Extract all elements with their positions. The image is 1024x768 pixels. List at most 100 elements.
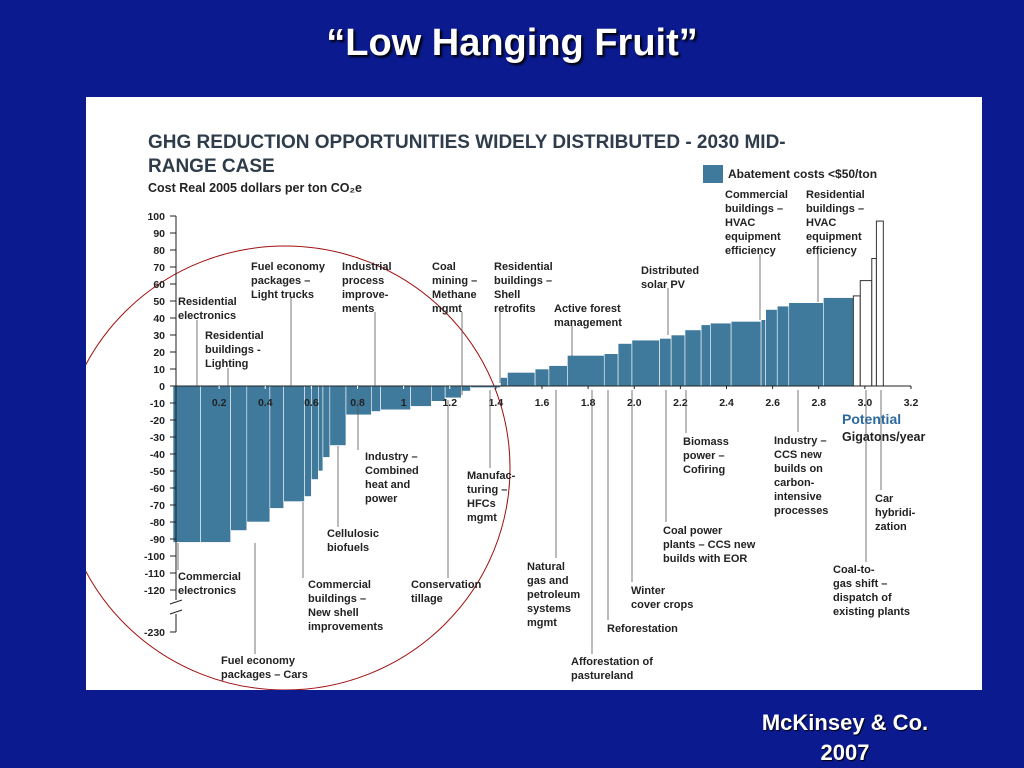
bar — [534, 368, 550, 387]
annotation: pastureland — [571, 670, 633, 682]
annotation: Shell — [494, 289, 520, 301]
annotation: equipment — [806, 231, 862, 243]
x-axis-label: Potential — [842, 411, 901, 427]
annotation: intensive — [774, 491, 822, 503]
bar — [875, 220, 884, 387]
annotation: mgmt — [432, 303, 462, 315]
x-axis-label: Gigatons/year — [842, 430, 925, 444]
bar — [852, 295, 861, 387]
bar — [760, 319, 767, 387]
annotation: Car — [875, 493, 894, 505]
annotation: zation — [875, 521, 907, 533]
annotation: HVAC — [725, 217, 755, 229]
bar — [859, 280, 873, 387]
annotation: Coal — [432, 261, 456, 273]
y-tick-label: 40 — [153, 313, 165, 325]
annotation: buildings – — [806, 203, 864, 215]
annotation: power — [365, 493, 398, 505]
bar — [670, 334, 686, 387]
annotation: builds on — [774, 463, 823, 475]
axis-break — [169, 609, 183, 615]
annotation: builds with EOR — [663, 553, 747, 565]
axis-break — [169, 599, 183, 605]
y-tick-label: 50 — [153, 296, 165, 308]
annotation: Residential — [494, 261, 553, 273]
bar — [730, 321, 762, 387]
annotation: HVAC — [806, 217, 836, 229]
annotation: Residential — [806, 189, 865, 201]
bar — [567, 355, 605, 387]
annotation: Fuel economy — [221, 655, 296, 667]
annotation: carbon- — [774, 477, 815, 489]
bar — [710, 322, 732, 387]
annotation: electronics — [178, 310, 236, 322]
annotation: Conservation — [411, 579, 482, 591]
annotation: cover crops — [631, 599, 693, 611]
annotation: packages – — [251, 275, 310, 287]
y-tick-label: -10 — [150, 398, 165, 410]
y-tick-label: -70 — [150, 500, 165, 512]
annotation: efficiency — [806, 245, 858, 257]
x-tick-label: 1.8 — [581, 397, 596, 409]
bar — [317, 385, 324, 472]
annotation: petroleum — [527, 589, 580, 601]
bar — [700, 324, 711, 387]
annotation: existing plants — [833, 606, 910, 618]
annotation: Industry – — [774, 435, 827, 447]
x-tick-label: 1 — [401, 397, 407, 409]
annotation: processes — [774, 505, 828, 517]
bar — [548, 365, 568, 387]
annotation: tillage — [411, 593, 443, 605]
x-tick-label: 2.0 — [627, 397, 642, 409]
annotation: buildings – — [725, 203, 783, 215]
bar — [617, 343, 633, 387]
annotation: gas and — [527, 575, 569, 587]
annotation: equipment — [725, 231, 781, 243]
x-tick-label: 0.6 — [304, 397, 319, 409]
y-tick-label: 60 — [153, 279, 165, 291]
y-tick-label: -30 — [150, 432, 165, 444]
annotation: Cofiring — [683, 464, 725, 476]
bar — [230, 385, 248, 531]
bar — [200, 385, 231, 543]
x-tick-label: 1.2 — [442, 397, 457, 409]
y-tick-label: -40 — [150, 449, 165, 461]
annotation: electronics — [178, 585, 236, 597]
annotation: improve- — [342, 289, 389, 301]
bar — [659, 338, 672, 387]
bar — [871, 258, 877, 387]
annotation: power – — [683, 450, 725, 462]
footer-line: 2007 — [820, 740, 870, 765]
annotation: Industrial — [342, 261, 392, 273]
annotation: Commercial — [725, 189, 788, 201]
x-tick-label: 0.4 — [258, 397, 273, 409]
annotation: improvements — [308, 621, 383, 633]
bar — [410, 385, 432, 407]
x-tick-label: 2.6 — [765, 397, 780, 409]
chart-title: GHG REDUCTION OPPORTUNITIES WIDELY DISTR… — [148, 132, 786, 153]
annotation: solar PV — [641, 279, 686, 291]
annotation: management — [554, 317, 622, 329]
annotation: Residential — [205, 330, 264, 342]
bar — [329, 385, 347, 446]
y-tick-label: 90 — [153, 228, 165, 240]
annotation: Methane — [432, 289, 477, 301]
annotation: Residential — [178, 296, 237, 308]
bar — [823, 297, 854, 387]
annotation: Coal-to- — [833, 564, 875, 576]
annotation: Winter — [631, 585, 666, 597]
x-tick-label: 1.4 — [489, 397, 504, 409]
bar — [371, 385, 381, 412]
bar — [507, 372, 536, 387]
annotation: mgmt — [527, 617, 557, 629]
bar — [788, 302, 824, 387]
chart-panel: GHG REDUCTION OPPORTUNITIES WIDELY DISTR… — [59, 97, 982, 695]
annotation: Distributed — [641, 265, 699, 277]
annotation: heat and — [365, 479, 410, 491]
annotation: biofuels — [327, 542, 369, 554]
annotation: Combined — [365, 465, 419, 477]
annotation: buildings – — [494, 275, 552, 287]
x-tick-label: 2.8 — [811, 397, 826, 409]
chart-title: RANGE CASE — [148, 156, 275, 177]
